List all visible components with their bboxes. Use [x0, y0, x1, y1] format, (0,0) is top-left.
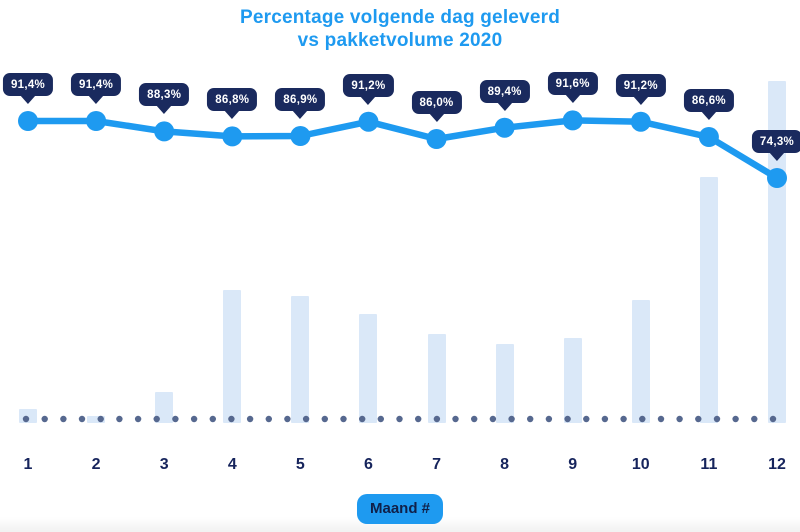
x-axis-label: 12 — [768, 456, 786, 473]
line-point — [358, 111, 379, 132]
baseline-dot — [228, 415, 235, 423]
baseline-dot — [153, 415, 160, 423]
volume-bar — [87, 416, 106, 423]
volume-bar — [359, 313, 378, 423]
volume-bar — [563, 337, 582, 423]
baseline-dot — [433, 415, 441, 423]
baseline-dot — [620, 415, 627, 423]
baseline-dot — [97, 415, 104, 423]
x-axis-label: 8 — [500, 456, 510, 473]
baseline-dot — [713, 415, 721, 423]
baseline-dot — [265, 415, 272, 423]
baseline-dot — [340, 415, 347, 423]
value-label: 88,3% — [139, 83, 190, 107]
x-axis-label: 2 — [91, 456, 101, 473]
baseline-dot — [284, 415, 291, 423]
line-point — [767, 168, 787, 188]
line-point — [154, 121, 175, 142]
baseline-dot — [396, 415, 403, 423]
volume-bar — [631, 299, 650, 423]
baseline-dot — [78, 415, 86, 423]
value-label: 74,3% — [751, 130, 800, 154]
value-label: 86,8% — [207, 88, 258, 112]
line-point — [426, 129, 447, 149]
baseline-dot — [769, 415, 777, 423]
baseline-dot — [321, 415, 328, 423]
value-label: 91,4% — [2, 73, 54, 97]
volume-bar — [223, 289, 242, 423]
baseline-dot — [489, 415, 497, 423]
x-axis-label: 10 — [631, 456, 650, 473]
x-axis-label: 7 — [432, 456, 441, 473]
baseline-dot — [527, 415, 534, 423]
baseline-dot — [695, 415, 702, 423]
volume-bar — [767, 81, 786, 423]
x-axis-label: 4 — [227, 456, 237, 473]
x-axis-title-badge: Maand # — [356, 494, 444, 524]
baseline-dot — [751, 415, 758, 423]
value-label: 86,9% — [275, 88, 326, 112]
baseline-dot — [601, 415, 609, 423]
baseline-dot — [377, 415, 384, 423]
baseline-dot — [583, 415, 590, 423]
baseline-dot — [22, 415, 30, 423]
baseline-dot — [116, 415, 123, 423]
value-label: 91,2% — [615, 73, 666, 97]
baseline-dot — [134, 415, 142, 423]
x-axis-label: 1 — [23, 456, 33, 473]
x-axis-label: 9 — [568, 456, 578, 473]
line-point — [222, 126, 243, 147]
x-axis-label: 11 — [700, 456, 718, 473]
volume-bar — [291, 296, 310, 423]
baseline-dot — [359, 415, 366, 423]
baseline-dot — [246, 415, 254, 423]
line-point — [630, 111, 651, 132]
value-label: 86,6% — [683, 89, 734, 113]
chart-title-line2: vs pakketvolume 2020 — [297, 30, 503, 51]
baseline-dot — [508, 415, 515, 423]
x-axis-label: 3 — [159, 456, 169, 473]
x-axis-title: Maand # — [369, 500, 431, 517]
baseline-dot — [209, 415, 216, 423]
x-axis-label: 5 — [295, 456, 305, 473]
baseline-dot — [564, 415, 571, 423]
x-axis-label: 6 — [363, 456, 373, 473]
value-label: 91,6% — [547, 72, 598, 96]
baseline-dot — [172, 415, 179, 423]
volume-bar — [495, 344, 514, 423]
line-point — [18, 111, 38, 131]
value-label: 89,4% — [479, 79, 530, 103]
chart-title: Percentage volgende dag geleverd vs pakk… — [0, 6, 800, 52]
line-point — [494, 117, 515, 138]
line-point — [86, 111, 107, 131]
baseline-dot — [302, 415, 310, 423]
volume-bar — [699, 176, 718, 423]
baseline-dot — [415, 415, 422, 423]
baseline-dot — [41, 415, 48, 423]
volume-bar — [427, 334, 446, 423]
value-label: 91,4% — [71, 73, 122, 97]
volume-bar — [155, 392, 174, 423]
baseline-dot — [471, 415, 478, 423]
value-label: 86,0% — [411, 91, 462, 115]
baseline-dot — [639, 415, 646, 423]
chart-title-line1: Percentage volgende dag geleverd — [239, 7, 560, 28]
line-point — [698, 127, 719, 147]
line-point — [562, 110, 583, 131]
baseline-dot — [732, 415, 739, 423]
baseline-dot — [452, 415, 459, 423]
percentage-line — [24, 117, 781, 182]
baseline-dot — [657, 415, 665, 423]
baseline-dot — [190, 415, 198, 423]
value-label: 91,2% — [343, 73, 394, 97]
baseline-dot — [545, 415, 553, 423]
baseline-dot — [60, 415, 67, 423]
line-point — [290, 126, 311, 146]
baseline-dot — [676, 415, 683, 423]
